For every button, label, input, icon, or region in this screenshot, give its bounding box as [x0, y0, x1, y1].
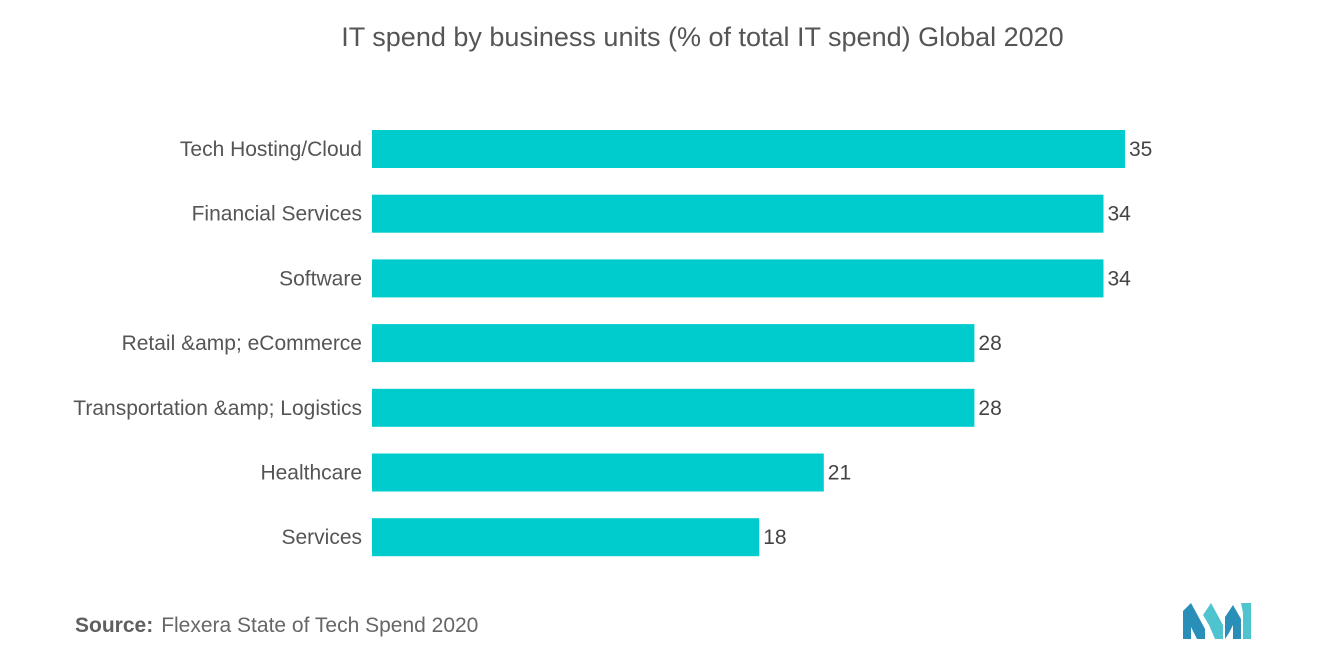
source-note: Source: Flexera State of Tech Spend 2020: [75, 614, 478, 638]
value-label: 28: [978, 332, 1001, 355]
value-label: 35: [1129, 138, 1152, 161]
category-label: Software: [279, 267, 362, 290]
value-label: 21: [828, 462, 851, 485]
category-label: Financial Services: [192, 203, 362, 226]
category-label: Retail &amp; eCommerce: [122, 332, 362, 355]
bars-layer: Tech Hosting/Cloud 35 Financial Services 34…: [73, 130, 1152, 557]
bar: [372, 388, 975, 427]
category-label: Tech Hosting/Cloud: [180, 138, 362, 161]
bar: [372, 194, 1104, 233]
mordor-logo-icon: [1183, 603, 1251, 639]
bar: [372, 453, 824, 492]
value-label: 34: [1107, 203, 1131, 226]
bar: [372, 259, 1104, 298]
value-label: 18: [763, 526, 786, 549]
source-text: Flexera State of Tech Spend 2020: [161, 614, 479, 637]
chart-title: IT spend by business units (% of total I…: [341, 22, 1064, 52]
category-label: Transportation &amp; Logistics: [73, 397, 362, 420]
category-label: Services: [281, 526, 362, 549]
value-label: 34: [1107, 267, 1131, 290]
bar: [372, 324, 975, 363]
source-prefix: Source:: [75, 614, 154, 637]
category-label: Healthcare: [260, 462, 362, 485]
bar: [372, 130, 1125, 168]
bar-chart: Tech Hosting/Cloud 35 Financial Services 34…: [73, 130, 1152, 557]
bar: [372, 518, 760, 557]
value-label: 28: [978, 397, 1001, 420]
